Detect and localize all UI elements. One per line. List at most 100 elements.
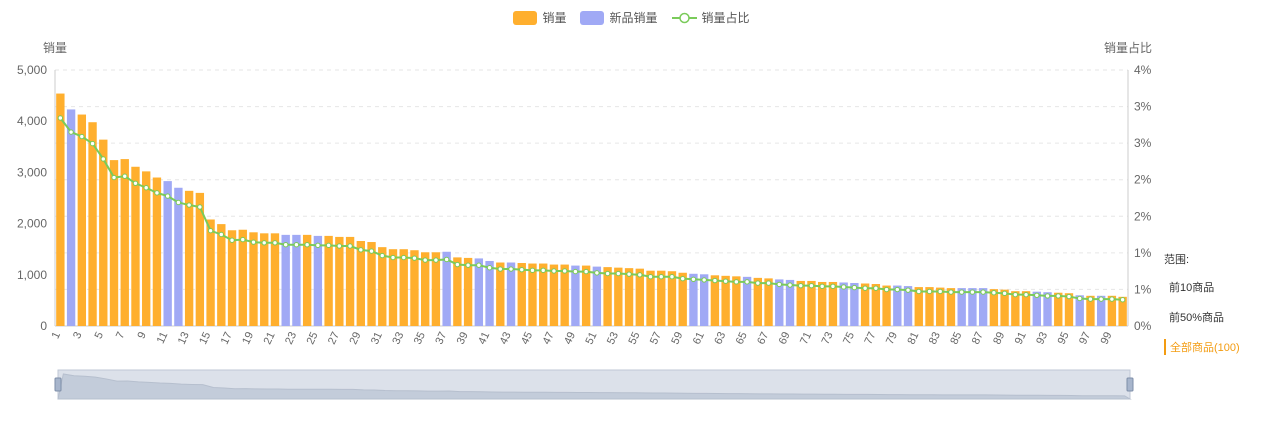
ratio-point: [476, 262, 482, 268]
zoom-handle-right[interactable]: [1126, 377, 1134, 392]
ratio-point: [325, 242, 332, 249]
range-option-all[interactable]: 全部商品(100): [1164, 339, 1240, 355]
ratio-point: [744, 279, 750, 285]
x-tick-label: 69: [777, 330, 793, 346]
x-tick-label: 83: [927, 330, 943, 346]
bar: [925, 287, 934, 326]
bar: [1107, 295, 1117, 326]
ratio-point: [819, 283, 825, 290]
bar: [99, 139, 108, 326]
bar: [764, 278, 773, 326]
ratio-point: [122, 173, 128, 179]
legend-item-sales[interactable]: 销量: [513, 9, 566, 26]
bar: [410, 250, 419, 326]
ratio-point: [680, 275, 686, 282]
ratio-point: [197, 204, 203, 210]
bar: [646, 270, 655, 326]
ratio-point: [1001, 290, 1008, 297]
x-tick-label: 25: [305, 330, 321, 346]
range-title: 范围:: [1164, 254, 1190, 266]
bar: [635, 268, 644, 326]
y-left-tick-label: 5,000: [17, 63, 47, 77]
range-option-top50[interactable]: 前50%商品: [1169, 312, 1225, 324]
bar: [496, 262, 505, 326]
x-tick-label: 71: [798, 330, 814, 346]
ratio-point: [1109, 296, 1115, 302]
bar: [324, 235, 333, 326]
bar: [1118, 296, 1127, 326]
bar: [356, 241, 365, 326]
bar: [528, 263, 537, 326]
bar: [539, 263, 548, 326]
x-tick-label: 3: [71, 330, 84, 341]
x-tick-label: 21: [262, 330, 278, 346]
bar: [850, 282, 859, 326]
ratio-point: [293, 242, 300, 248]
bar: [667, 271, 677, 326]
ratio-point: [1119, 297, 1126, 303]
ratio-point: [454, 261, 461, 268]
bar: [270, 233, 280, 326]
bar: [614, 267, 623, 326]
bar: [1075, 295, 1084, 326]
x-tick-label: 79: [884, 330, 900, 346]
bar: [689, 273, 698, 326]
bar: [345, 236, 355, 326]
ratio-point: [647, 274, 654, 280]
ratio-point: [111, 174, 117, 181]
y-right-axis-title: 销量占比: [1104, 40, 1152, 55]
new-sales-swatch: [580, 10, 605, 25]
y-left-tick-label: 1,000: [17, 268, 47, 282]
x-tick-label: 65: [734, 330, 750, 346]
ratio-point: [969, 289, 976, 295]
ratio-point: [79, 133, 85, 140]
ratio-point: [701, 277, 707, 283]
ratio-point: [862, 285, 868, 291]
bar: [893, 285, 902, 326]
bar: [871, 284, 881, 326]
ratio-point: [529, 267, 536, 274]
range-option-top10[interactable]: 前10商品: [1169, 282, 1215, 294]
ratio-point: [958, 289, 965, 295]
ratio-point: [143, 185, 149, 191]
x-tick-label: 99: [1099, 330, 1115, 346]
y-left-tick-label: 0: [40, 319, 47, 333]
ratio-point: [207, 227, 214, 234]
ratio-point: [798, 282, 804, 289]
x-tick-label: 5: [93, 330, 106, 341]
ratio-point: [787, 282, 793, 288]
x-tick-label: 35: [412, 330, 428, 346]
bar: [66, 109, 76, 326]
y-left-axis-title: 销量: [43, 41, 67, 55]
bar: [56, 93, 65, 326]
legend-item-new-sales[interactable]: 新品销量: [580, 9, 658, 26]
y-right-tick-label: 1%: [1134, 246, 1152, 260]
ratio-point: [1012, 291, 1019, 298]
sales-swatch: [513, 10, 538, 25]
bar: [560, 264, 569, 326]
ratio-point: [1098, 296, 1104, 302]
x-tick-label: 37: [433, 330, 449, 346]
x-tick-label: 59: [669, 330, 685, 346]
bar: [442, 251, 451, 326]
y-right-tick-label: 4%: [1134, 63, 1152, 77]
zoom-handle-left[interactable]: [54, 377, 62, 392]
ratio-point: [1044, 293, 1051, 299]
bar: [1086, 295, 1095, 326]
x-tick-label: 9: [135, 330, 148, 341]
bar: [163, 181, 172, 326]
ratio-point: [336, 243, 343, 249]
ratio-point: [980, 289, 986, 295]
ratio-point: [926, 288, 933, 295]
bar: [131, 166, 140, 326]
ratio-point: [186, 202, 192, 208]
bar: [603, 267, 612, 326]
x-tick-label: 17: [219, 330, 235, 346]
ratio-point: [765, 280, 772, 286]
bar: [378, 247, 387, 326]
legend-item-ratio[interactable]: 销量占比: [671, 9, 750, 26]
ratio-point: [358, 247, 364, 253]
y-right-tick-label: 3%: [1134, 136, 1152, 150]
x-tick-label: 53: [605, 330, 621, 346]
ratio-point: [261, 240, 267, 246]
